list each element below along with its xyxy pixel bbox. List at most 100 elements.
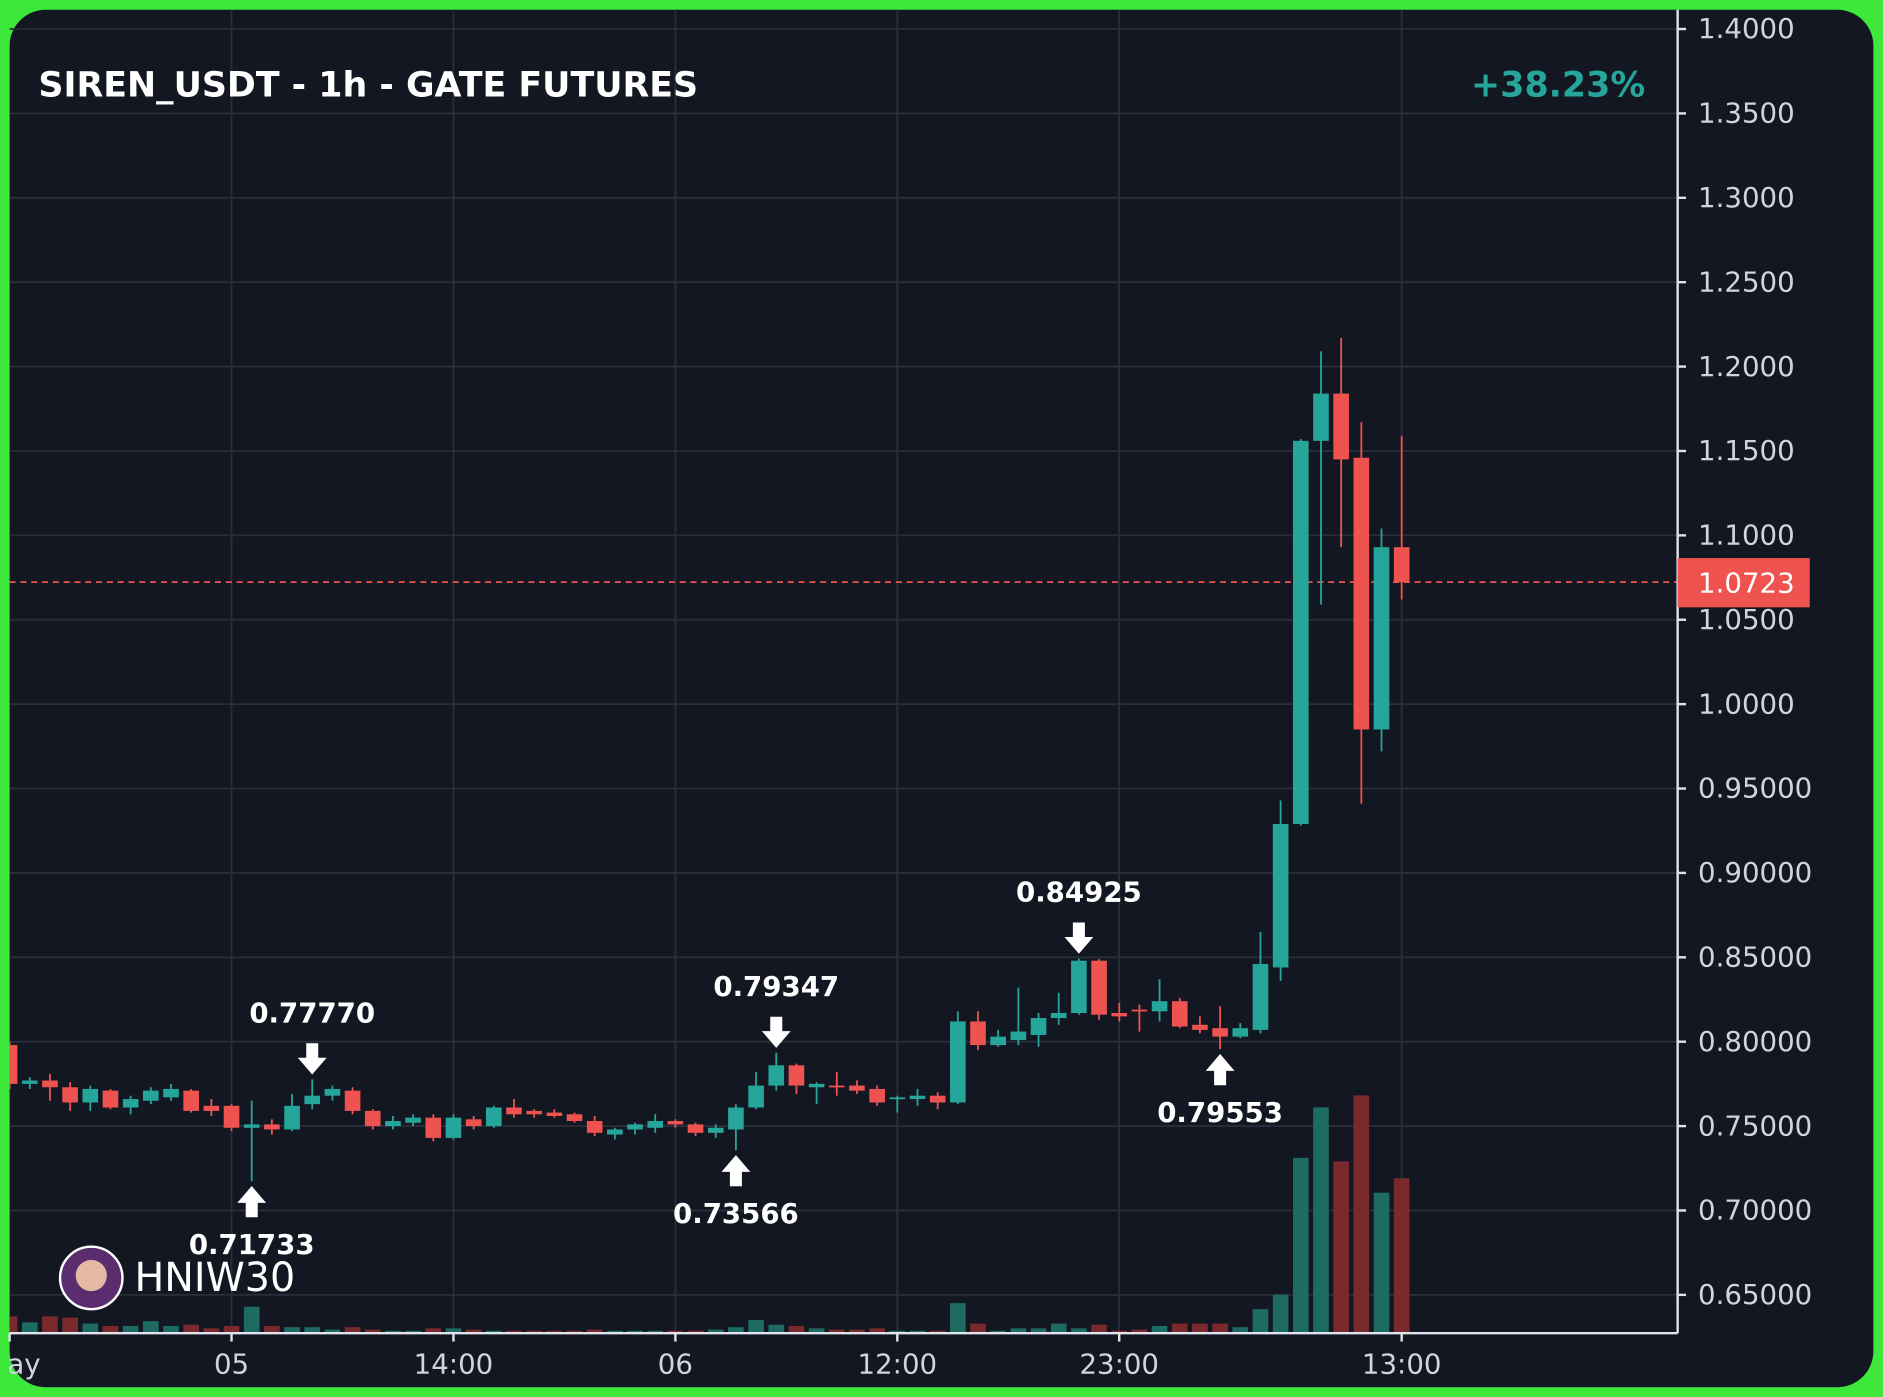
candle-body [1131,1009,1148,1012]
candle-body [102,1090,119,1108]
background [9,9,1874,1388]
volume-bar [223,1325,240,1334]
y-tick-label: 1.2500 [1698,265,1795,298]
candle-body [506,1107,522,1115]
volume-bar [707,1329,724,1334]
watermark: HNIW30 [58,1245,296,1311]
arrow-up [237,1186,267,1218]
arrow-down [297,1043,327,1075]
candle-body [284,1105,300,1130]
x-tick-label: 14:00 [414,1348,494,1381]
volume-bar [1393,1178,1410,1334]
candle-body [1333,393,1349,460]
candle-body [1252,964,1269,1030]
avatar-face [75,1259,107,1292]
chart-title: SIREN_USDT - 1h - GATE FUTURES [38,66,698,106]
annotation-label: 0.73566 [673,1197,799,1230]
x-tick-label: 06 [658,1348,693,1381]
candle-body [1373,547,1390,730]
candle-body [1232,1028,1249,1037]
candle-body [183,1090,199,1111]
candle-body [808,1083,825,1088]
candle-body [82,1088,99,1103]
volume-bar [950,1303,966,1334]
annotation-label: 0.79347 [713,970,839,1003]
candle-body [324,1088,341,1096]
candle-body [970,1021,986,1046]
volume-bar [1171,1323,1188,1334]
volume-bar [425,1328,442,1334]
x-tick-label: ay [7,1348,40,1381]
candle-body [1050,1013,1067,1019]
candle-body [243,1124,260,1128]
volume-bar [828,1329,845,1334]
y-tick-label: 0.95000 [1698,772,1812,805]
candle-body [304,1095,321,1105]
volume-bar [1373,1192,1390,1334]
candle-body [728,1107,744,1130]
volume-bar [1151,1325,1168,1334]
volume-bar [243,1306,260,1334]
last-price-label: 1.0723 [1698,567,1795,600]
volume-bar [82,1323,99,1334]
candle-body [1272,823,1289,968]
candle-body [364,1110,381,1127]
x-tick-label: 12:00 [858,1348,938,1381]
volume-bar [62,1317,78,1334]
volume-bar [1212,1323,1228,1334]
volume-bar [1010,1328,1027,1334]
y-tick-label: 1.2000 [1698,350,1795,383]
candle-body [950,1021,966,1103]
volume-bar [21,1322,38,1334]
candle-body [849,1085,865,1091]
arrow-down [761,1016,791,1048]
volume-bar [970,1323,986,1334]
annotation-label: 0.84925 [1016,876,1142,909]
arrow-up [1205,1054,1235,1086]
volume-bar [304,1327,321,1334]
y-tick-label: 0.75000 [1698,1109,1812,1142]
candle-body [627,1124,643,1130]
volume-bar [183,1324,199,1334]
volume-bar [1192,1323,1208,1334]
candle-body [647,1121,664,1128]
candle-body [223,1105,240,1128]
candle-body [607,1129,623,1135]
x-tick-label: 05 [214,1348,249,1381]
candle-body [465,1119,482,1127]
candle-body [1010,1031,1027,1041]
volume-bar [42,1316,58,1334]
candle-body [929,1095,946,1103]
candle-body [21,1080,38,1084]
volume-bar [748,1319,764,1334]
last-price-box [1677,558,1810,608]
y-tick-label: 1.4000 [1698,12,1795,45]
annotations: 0.77770 0.71733 0.79347 0.73566 0.84925 0.795… [189,876,1283,1261]
candle-body [909,1095,926,1100]
watermark-text: HNIW30 [135,1255,296,1301]
volume-bar [869,1328,885,1334]
candle-body [748,1085,764,1108]
candle-body [1212,1028,1228,1037]
y-tick-label: 0.85000 [1698,941,1812,974]
candle-body [486,1107,502,1127]
y-tick-label: 1.1500 [1698,434,1795,467]
candle-body [667,1121,684,1125]
volume-bar [808,1328,825,1334]
candles [9,337,1410,1182]
y-tick-label: 0.65000 [1698,1278,1812,1311]
arrow-down [1064,922,1094,954]
volume-bar [284,1327,300,1334]
y-tick-label: 1.3000 [1698,181,1795,214]
candle-body [889,1097,906,1100]
candle-body [9,1045,18,1084]
volume-bar [9,1316,18,1334]
volume-bar [324,1329,341,1334]
x-tick-label: 23:00 [1079,1348,1159,1381]
candle-body [566,1114,583,1122]
candle-body [405,1117,421,1123]
candle-body [42,1080,58,1088]
candle-body [425,1117,442,1138]
volume-bar [1313,1107,1329,1334]
